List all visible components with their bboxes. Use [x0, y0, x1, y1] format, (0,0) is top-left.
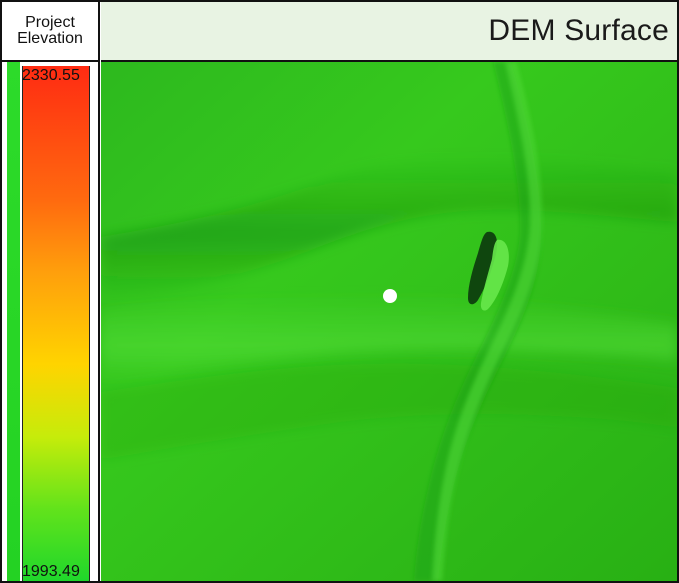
map-title-text: DEM Surface [488, 14, 669, 47]
stream-highlight [432, 62, 543, 581]
stream-channel [414, 62, 542, 581]
project-location-marker[interactable] [383, 289, 397, 303]
legend-max-value: 2330.55 [22, 67, 80, 84]
pit-highlight [480, 239, 509, 311]
shadow-ridge-lower [101, 363, 677, 460]
dark-pit [468, 231, 498, 305]
dem-map[interactable] [101, 62, 677, 581]
map-title: DEM Surface [101, 2, 677, 62]
legend-title-line-1: Project [25, 13, 75, 31]
legend-min-value: 1993.49 [22, 563, 80, 580]
legend-title-line-2: Elevation [17, 30, 83, 47]
light-ridge-middle [101, 293, 677, 382]
dem-surface-render [101, 62, 677, 581]
legend-side-stripe [7, 62, 20, 581]
legend-header: Project Elevation [2, 2, 100, 62]
elevation-legend: 2330.55 1993.49 [2, 62, 100, 581]
elevation-color-ramp [22, 66, 90, 581]
